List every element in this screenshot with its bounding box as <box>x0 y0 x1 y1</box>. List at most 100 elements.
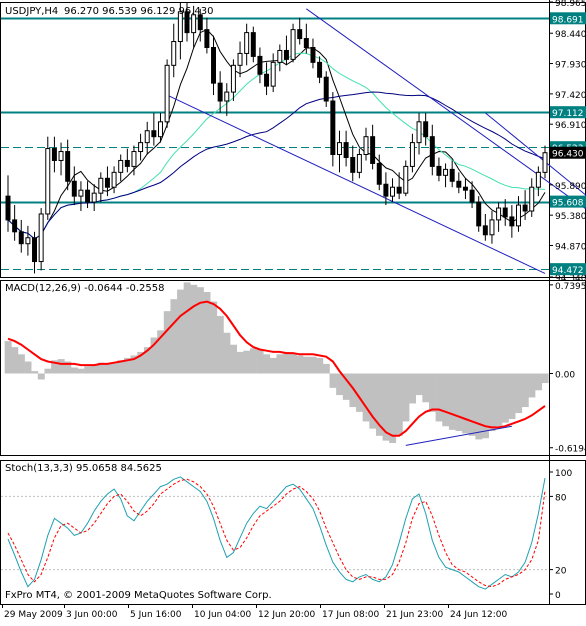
candle-body <box>396 186 402 194</box>
candle-body <box>356 154 362 173</box>
macd-histogram-bar <box>24 361 32 374</box>
candle-body <box>317 61 323 78</box>
price-level-box <box>550 195 586 208</box>
current-price-box <box>550 146 586 159</box>
price-axis-label: 97.420 <box>555 91 586 101</box>
price-axis-label: 96.910 <box>555 121 586 131</box>
candle-body <box>489 219 495 236</box>
candle-body <box>250 32 256 57</box>
candle-body <box>522 204 528 212</box>
macd-histogram-bar <box>51 360 59 374</box>
macd-histogram-bar <box>415 373 423 396</box>
macd-histogram-bar <box>501 373 509 423</box>
macd-histogram-bar <box>442 373 450 427</box>
candle-body <box>270 61 276 87</box>
macd-histogram-bar <box>177 289 184 374</box>
macd-histogram-bar <box>541 373 549 384</box>
candle-body <box>131 151 137 167</box>
macd-histogram-bar <box>77 368 85 374</box>
candle-body <box>204 29 210 48</box>
candle-body <box>476 201 482 227</box>
macd-histogram-bar <box>157 330 165 374</box>
candle-body <box>184 11 190 34</box>
candle-body <box>32 237 38 263</box>
macd-histogram-bar <box>435 373 443 422</box>
macd-histogram-bar <box>316 357 324 374</box>
price-level-box <box>550 12 586 25</box>
macd-histogram-bar <box>336 373 344 396</box>
candle-body <box>177 11 183 43</box>
macd-histogram-bar <box>495 373 503 427</box>
candle-body <box>237 52 243 66</box>
stoch-main-line <box>7 476 546 590</box>
macd-histogram-bar <box>124 357 131 374</box>
macd-histogram-bar <box>263 354 271 374</box>
candle-body <box>363 136 369 156</box>
macd-histogram-bar <box>422 373 430 403</box>
candle-body <box>230 64 236 93</box>
macd-axis-label: -0.6194 <box>555 445 586 455</box>
macd-histogram-bar <box>11 347 19 374</box>
candle-body <box>416 121 422 144</box>
macd-histogram-bar <box>455 373 463 432</box>
candle-body <box>290 29 296 60</box>
time-axis-label: 12 Jun 20:00 <box>258 610 315 620</box>
macd-histogram-bar <box>283 351 291 374</box>
macd-histogram-bar <box>521 373 529 408</box>
macd-histogram-bar <box>216 315 224 374</box>
macd-histogram-bar <box>64 361 72 374</box>
trendline <box>485 112 586 196</box>
stoch-axis-label: 20 <box>555 567 567 577</box>
price-level-box <box>550 106 586 119</box>
macd-histogram-bar <box>515 373 523 414</box>
candle-body <box>443 168 449 176</box>
macd-histogram-bar <box>163 311 171 374</box>
candle-body <box>224 91 230 102</box>
macd-histogram-bar <box>375 373 383 436</box>
macd-histogram-bar <box>31 371 39 374</box>
price-level-label: 94.472 <box>552 266 584 276</box>
time-axis-label: 17 Jun 08:00 <box>322 610 379 620</box>
macd-signal-line <box>7 300 546 437</box>
main-chart-title: USDJPY,H4 <box>5 6 58 17</box>
macd-histogram-bar <box>395 373 403 436</box>
price-axis-label: 95.890 <box>555 182 586 192</box>
macd-histogram-bar <box>488 373 496 432</box>
candle-body <box>58 151 64 161</box>
candle-body <box>197 14 203 31</box>
macd-histogram-bar <box>402 373 410 422</box>
candle-body <box>85 189 91 203</box>
price-level-label: 98.691 <box>552 15 584 25</box>
candle-body <box>409 142 415 167</box>
stoch-signal-line <box>7 478 546 588</box>
candle-body <box>535 171 541 188</box>
macd-histogram-bar <box>382 373 390 441</box>
price-axis-label: 97.930 <box>555 61 586 71</box>
macd-histogram-bar <box>409 373 417 404</box>
macd-histogram-bar <box>303 356 310 374</box>
candle-body <box>297 29 303 40</box>
macd-divergence-line <box>405 425 512 446</box>
candle-body <box>78 189 84 197</box>
price-level-label: 97.112 <box>552 109 584 119</box>
macd-histogram-bar <box>170 299 178 374</box>
candle-body <box>456 180 462 188</box>
macd-histogram-bar <box>110 362 118 374</box>
macd-histogram-bar <box>203 291 211 374</box>
price-level-box <box>550 263 586 276</box>
candle-body <box>151 130 157 138</box>
macd-histogram-bar <box>535 373 542 391</box>
candle-body <box>310 46 316 63</box>
macd-histogram-bar <box>362 373 370 422</box>
price-axis-label: 94.870 <box>555 242 586 252</box>
macd-histogram-bar <box>389 373 397 444</box>
macd-histogram-bar <box>342 373 350 400</box>
macd-histogram-bar <box>349 373 357 408</box>
stoch-axis-label: 80 <box>555 493 567 503</box>
price-level-label: 95.608 <box>552 199 584 209</box>
candle-body <box>38 213 44 263</box>
macd-histogram-bar <box>468 373 476 436</box>
macd-histogram-bar <box>508 373 516 420</box>
candle-body <box>336 142 342 156</box>
